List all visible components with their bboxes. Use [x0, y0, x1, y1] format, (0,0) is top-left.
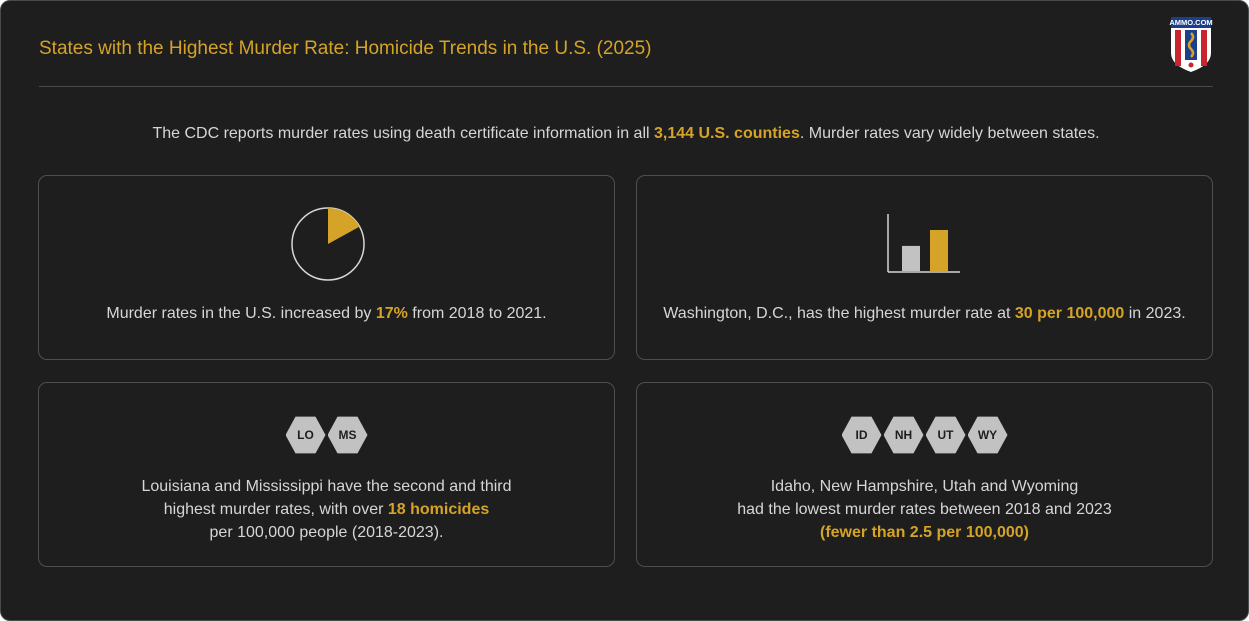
state-badge-row: ID NH UT WY	[637, 415, 1212, 455]
stat-card-rate-increase: Murder rates in the U.S. increased by 17…	[38, 175, 615, 360]
intro-text: The CDC reports murder rates using death…	[152, 125, 1100, 142]
state-badge-ms: MS	[327, 416, 368, 454]
state-badge-wy: WY	[967, 416, 1008, 454]
stat-card-lowest-rates: ID NH UT WY Idaho, New Hampshire, Utah a…	[636, 382, 1213, 567]
bar-tall	[930, 230, 948, 271]
state-badge-ut: UT	[925, 416, 966, 454]
svg-text:AMMO.COM: AMMO.COM	[1169, 18, 1212, 27]
stat-text-second-third: Louisiana and Mississippi have the secon…	[141, 478, 512, 541]
pie-chart-icon	[291, 207, 365, 281]
pie-slice-highlight	[328, 208, 360, 244]
state-badge-nh: NH	[883, 416, 924, 454]
state-badge-id: ID	[841, 416, 882, 454]
stat-text-highest-rate: Washington, D.C., has the highest murder…	[663, 305, 1186, 322]
state-badge-row: LO MS	[39, 415, 614, 455]
title-divider	[39, 86, 1213, 87]
stat-card-second-third: LO MS Louisiana and Mississippi have the…	[38, 382, 615, 567]
stat-text-lowest-rates: Idaho, New Hampshire, Utah and Wyoming h…	[737, 478, 1112, 541]
ammo-com-logo: AMMO.COM	[1169, 17, 1213, 72]
bar-short	[902, 245, 920, 271]
page-title: States with the Highest Murder Rate: Hom…	[39, 38, 652, 59]
state-badge-lo: LO	[285, 416, 326, 454]
stat-text-rate-increase: Murder rates in the U.S. increased by 17…	[106, 305, 547, 322]
bar-chart-icon	[887, 214, 960, 273]
stat-card-highest-rate: Washington, D.C., has the highest murder…	[636, 175, 1213, 360]
